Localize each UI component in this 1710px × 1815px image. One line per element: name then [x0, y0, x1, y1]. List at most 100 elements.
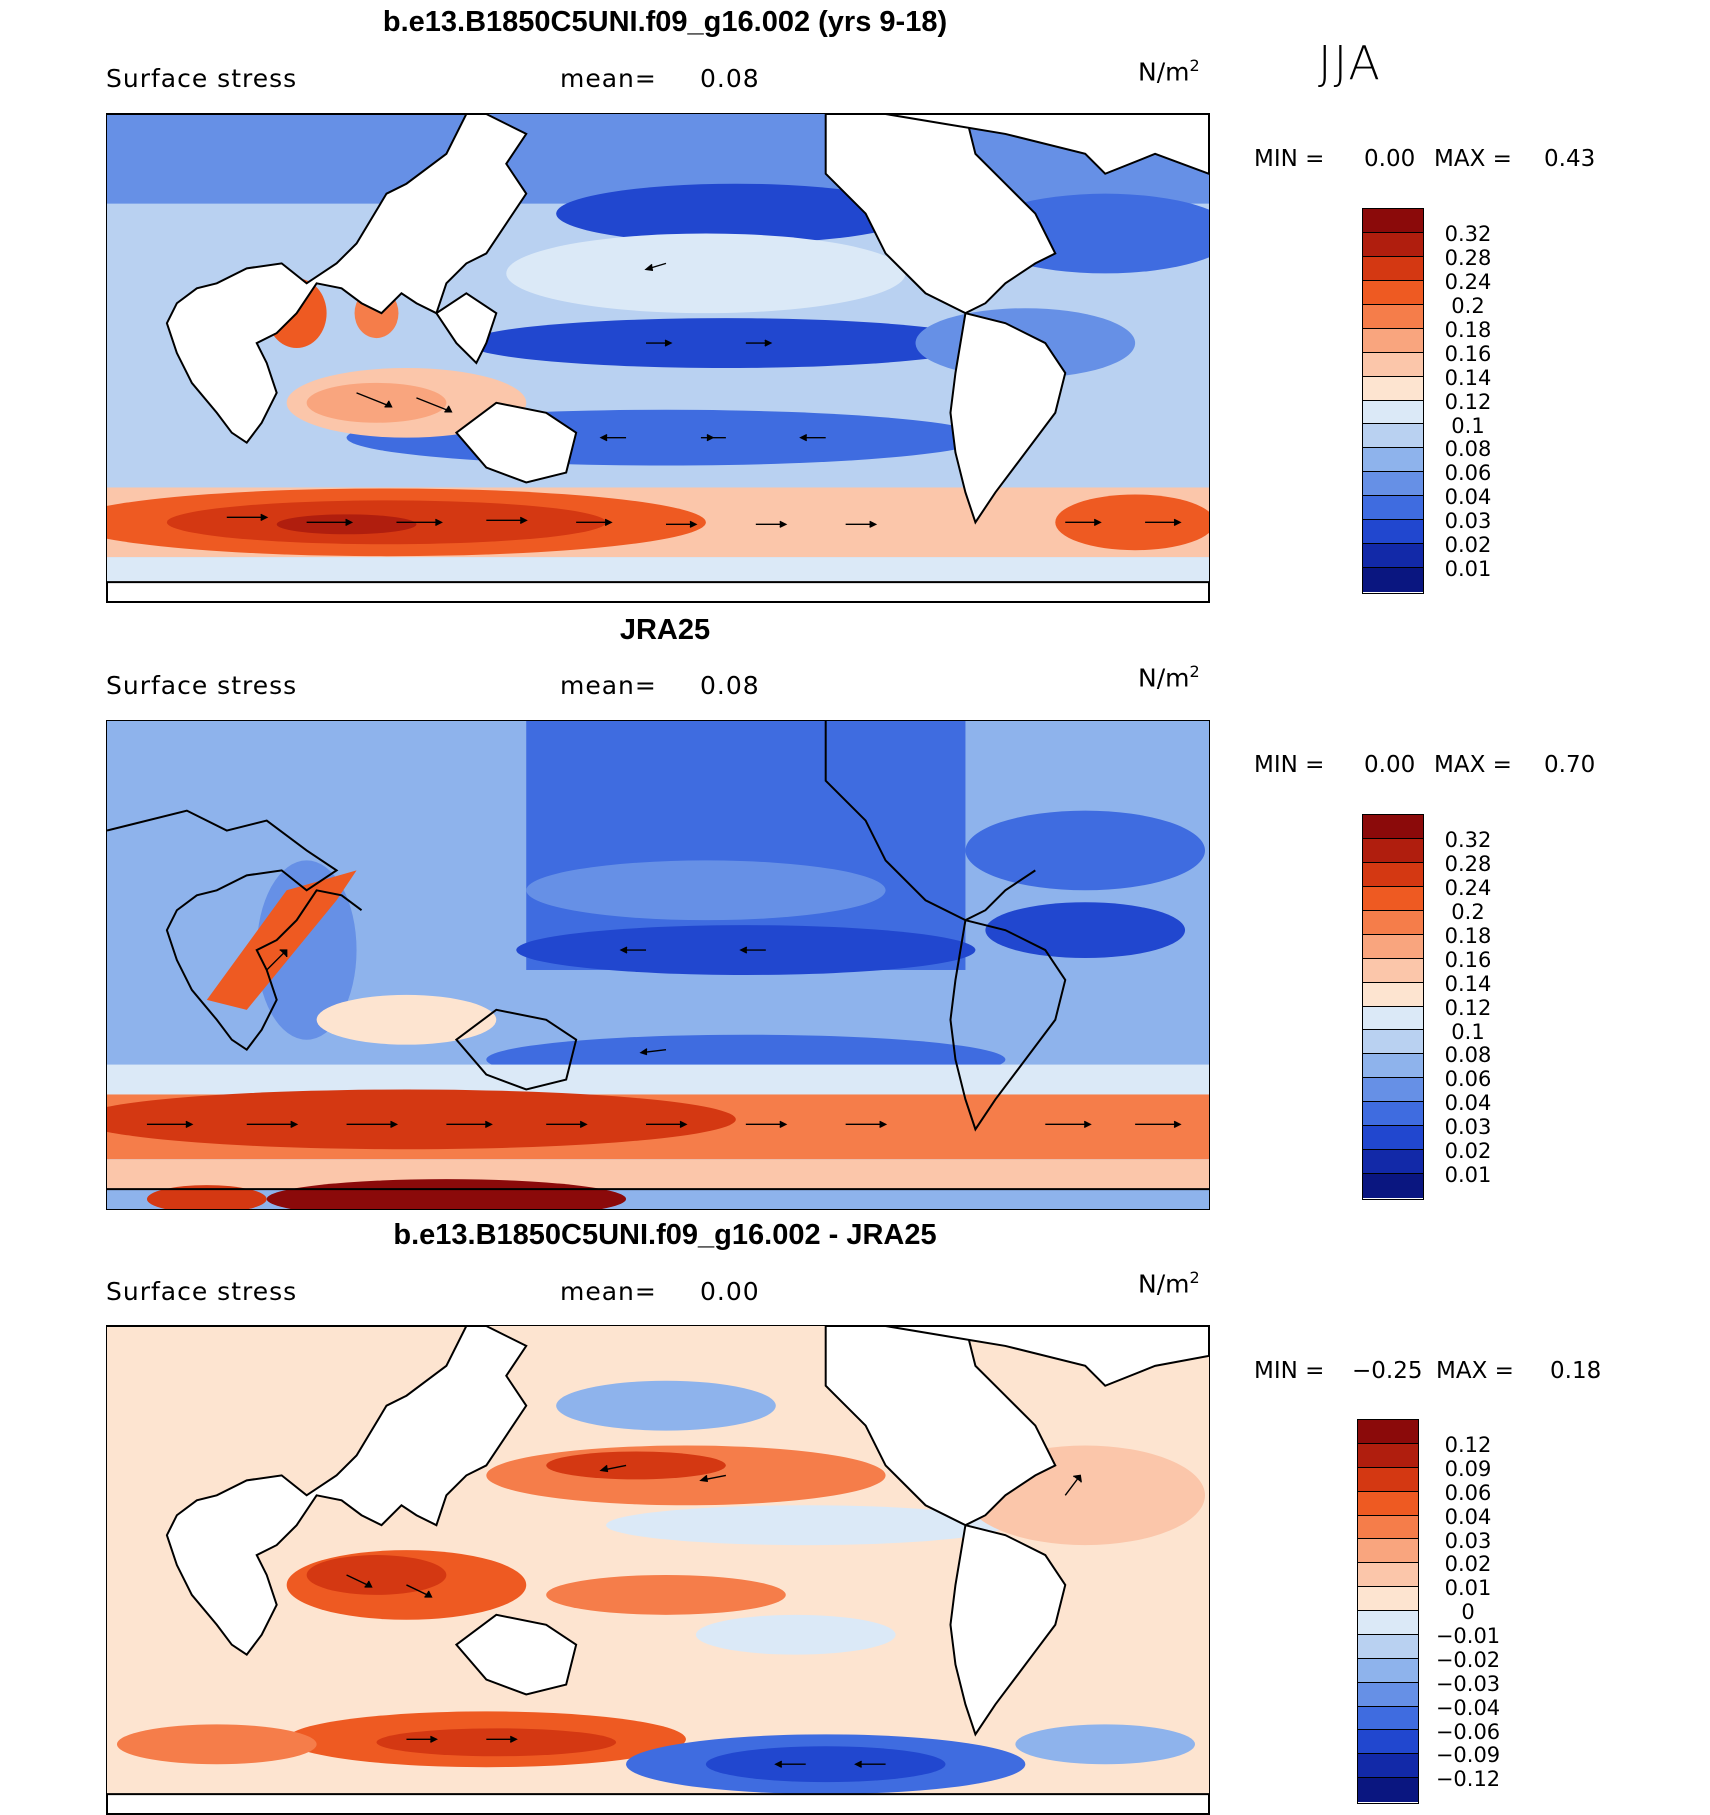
panel-3-min-label: MIN =: [1254, 1358, 1325, 1384]
panel-3-max-label: MAX =: [1436, 1358, 1514, 1384]
colorbar-swatch: [1363, 1078, 1423, 1103]
colorbar-swatch: [1363, 400, 1423, 425]
colorbar-label: 0.32: [1444, 828, 1492, 852]
panel-3-colorbar: [1357, 1419, 1419, 1804]
colorbar-swatch: [1363, 934, 1423, 959]
panel-2-title: JRA25: [619, 614, 711, 646]
colorbar-swatch: [1363, 1102, 1423, 1127]
colorbar-swatch: [1363, 1006, 1423, 1031]
panel-3-map: [106, 1325, 1210, 1815]
colorbar-swatch: [1358, 1443, 1418, 1468]
panel-1-min-label: MIN =: [1254, 146, 1325, 172]
colorbar-label: 0.14: [1444, 971, 1492, 996]
colorbar-swatch: [1363, 280, 1423, 305]
colorbar-swatch: [1363, 376, 1423, 401]
colorbar-swatch: [1363, 209, 1423, 233]
panel-3-title: b.e13.B1850C5UNI.f09_g16.002 - JRA25: [393, 1219, 937, 1251]
colorbar-label: 0.02: [1444, 533, 1492, 558]
season-label: JJA: [1318, 36, 1382, 90]
panel-3-min-value: −0.25: [1352, 1358, 1423, 1384]
panel-3-variable: Surface stress: [106, 1277, 298, 1306]
colorbar-label: −0.04: [1435, 1695, 1501, 1720]
colorbar-swatch: [1363, 544, 1423, 569]
colorbar-label: −0.02: [1435, 1647, 1501, 1672]
panel-1-max-value: 0.43: [1544, 146, 1596, 172]
colorbar-swatch: [1363, 328, 1423, 353]
panel-2-min-value: 0.00: [1364, 752, 1416, 778]
colorbar-label: 0.28: [1444, 245, 1492, 270]
colorbar-swatch: [1363, 472, 1423, 497]
colorbar-label: 0.24: [1444, 875, 1492, 900]
colorbar-label: 0.08: [1444, 437, 1492, 462]
colorbar-label: 0.03: [1444, 1115, 1492, 1140]
colorbar-label: 0.09: [1444, 1456, 1492, 1481]
colorbar-swatch: [1363, 256, 1423, 281]
colorbar-swatch: [1358, 1754, 1418, 1779]
colorbar-label: 0.18: [1444, 923, 1492, 948]
colorbar-label: 0.32: [1444, 222, 1492, 246]
panel-1-mean-label: mean=: [560, 64, 657, 93]
colorbar-swatch: [1358, 1491, 1418, 1516]
panel-2-mean-label: mean=: [560, 671, 657, 700]
panel-2-max-value: 0.70: [1544, 752, 1596, 778]
colorbar-swatch: [1358, 1658, 1418, 1683]
colorbar-swatch: [1363, 1150, 1423, 1175]
panel-2-max-label: MAX =: [1434, 752, 1512, 778]
colorbar-label: 0.04: [1444, 1091, 1492, 1116]
colorbar-label: 0.02: [1444, 1552, 1492, 1577]
colorbar-swatch: [1363, 1030, 1423, 1055]
colorbar-label: −0.12: [1435, 1767, 1501, 1792]
colorbar-swatch: [1358, 1539, 1418, 1564]
colorbar-label: 0.1: [1451, 1019, 1485, 1044]
colorbar-swatch: [1358, 1420, 1418, 1444]
panel-1-units: N/m2: [1138, 56, 1200, 87]
colorbar-swatch: [1363, 352, 1423, 377]
colorbar-swatch: [1363, 424, 1423, 449]
panel-1-min-value: 0.00: [1364, 146, 1416, 172]
colorbar-swatch: [1358, 1682, 1418, 1707]
colorbar-label: 0.16: [1444, 341, 1492, 366]
colorbar-swatch: [1363, 910, 1423, 935]
colorbar-label: −0.01: [1435, 1624, 1501, 1648]
colorbar-swatches: [1363, 209, 1423, 592]
panel-1-map: [106, 113, 1210, 603]
colorbar-label: 0.03: [1444, 1528, 1492, 1553]
panel-1-colorbar: [1362, 208, 1424, 594]
colorbar-swatch: [1358, 1611, 1418, 1635]
colorbar-swatch: [1363, 448, 1423, 473]
colorbar-swatch: [1363, 568, 1423, 592]
colorbar-label: 0.06: [1444, 1480, 1492, 1505]
colorbar-label: 0.12: [1444, 995, 1492, 1020]
colorbar-swatch: [1358, 1706, 1418, 1731]
panel-2-map: [106, 720, 1210, 1210]
colorbar-swatch: [1363, 520, 1423, 545]
colorbar-label: 0.18: [1444, 317, 1492, 342]
colorbar-label: 0.14: [1444, 365, 1492, 390]
panel-1-mean-value: 0.08: [700, 64, 760, 93]
panel-2-units: N/m2: [1138, 662, 1200, 693]
colorbar-label: 0.12: [1444, 1433, 1492, 1457]
colorbar-swatch: [1363, 862, 1423, 887]
panel-1-title: b.e13.B1850C5UNI.f09_g16.002 (yrs 9-18): [382, 6, 948, 38]
panel-3-max-value: 0.18: [1550, 1358, 1602, 1384]
colorbar-swatch: [1358, 1515, 1418, 1540]
colorbar-swatch: [1358, 1563, 1418, 1588]
colorbar-label: −0.03: [1435, 1671, 1501, 1696]
colorbar-swatch: [1363, 496, 1423, 521]
colorbar-label: 0.04: [1444, 485, 1492, 510]
colorbar-label: 0.06: [1444, 1067, 1492, 1092]
colorbar-label: 0.01: [1444, 1576, 1492, 1601]
colorbar-label: 0.01: [1444, 1163, 1492, 1188]
colorbar-swatch: [1363, 958, 1423, 983]
panel-2-mean-value: 0.08: [700, 671, 760, 700]
panel-2-min-label: MIN =: [1254, 752, 1325, 778]
colorbar-swatch: [1363, 815, 1423, 839]
panel-2-variable: Surface stress: [106, 671, 298, 700]
panel-1-max-label: MAX =: [1434, 146, 1512, 172]
panel-3-mean-value: 0.00: [700, 1277, 760, 1306]
colorbar-swatch: [1358, 1467, 1418, 1492]
colorbar-swatch: [1363, 838, 1423, 863]
colorbar-swatch: [1363, 982, 1423, 1007]
colorbar-swatch: [1358, 1730, 1418, 1755]
colorbar-label: 0.02: [1444, 1139, 1492, 1164]
